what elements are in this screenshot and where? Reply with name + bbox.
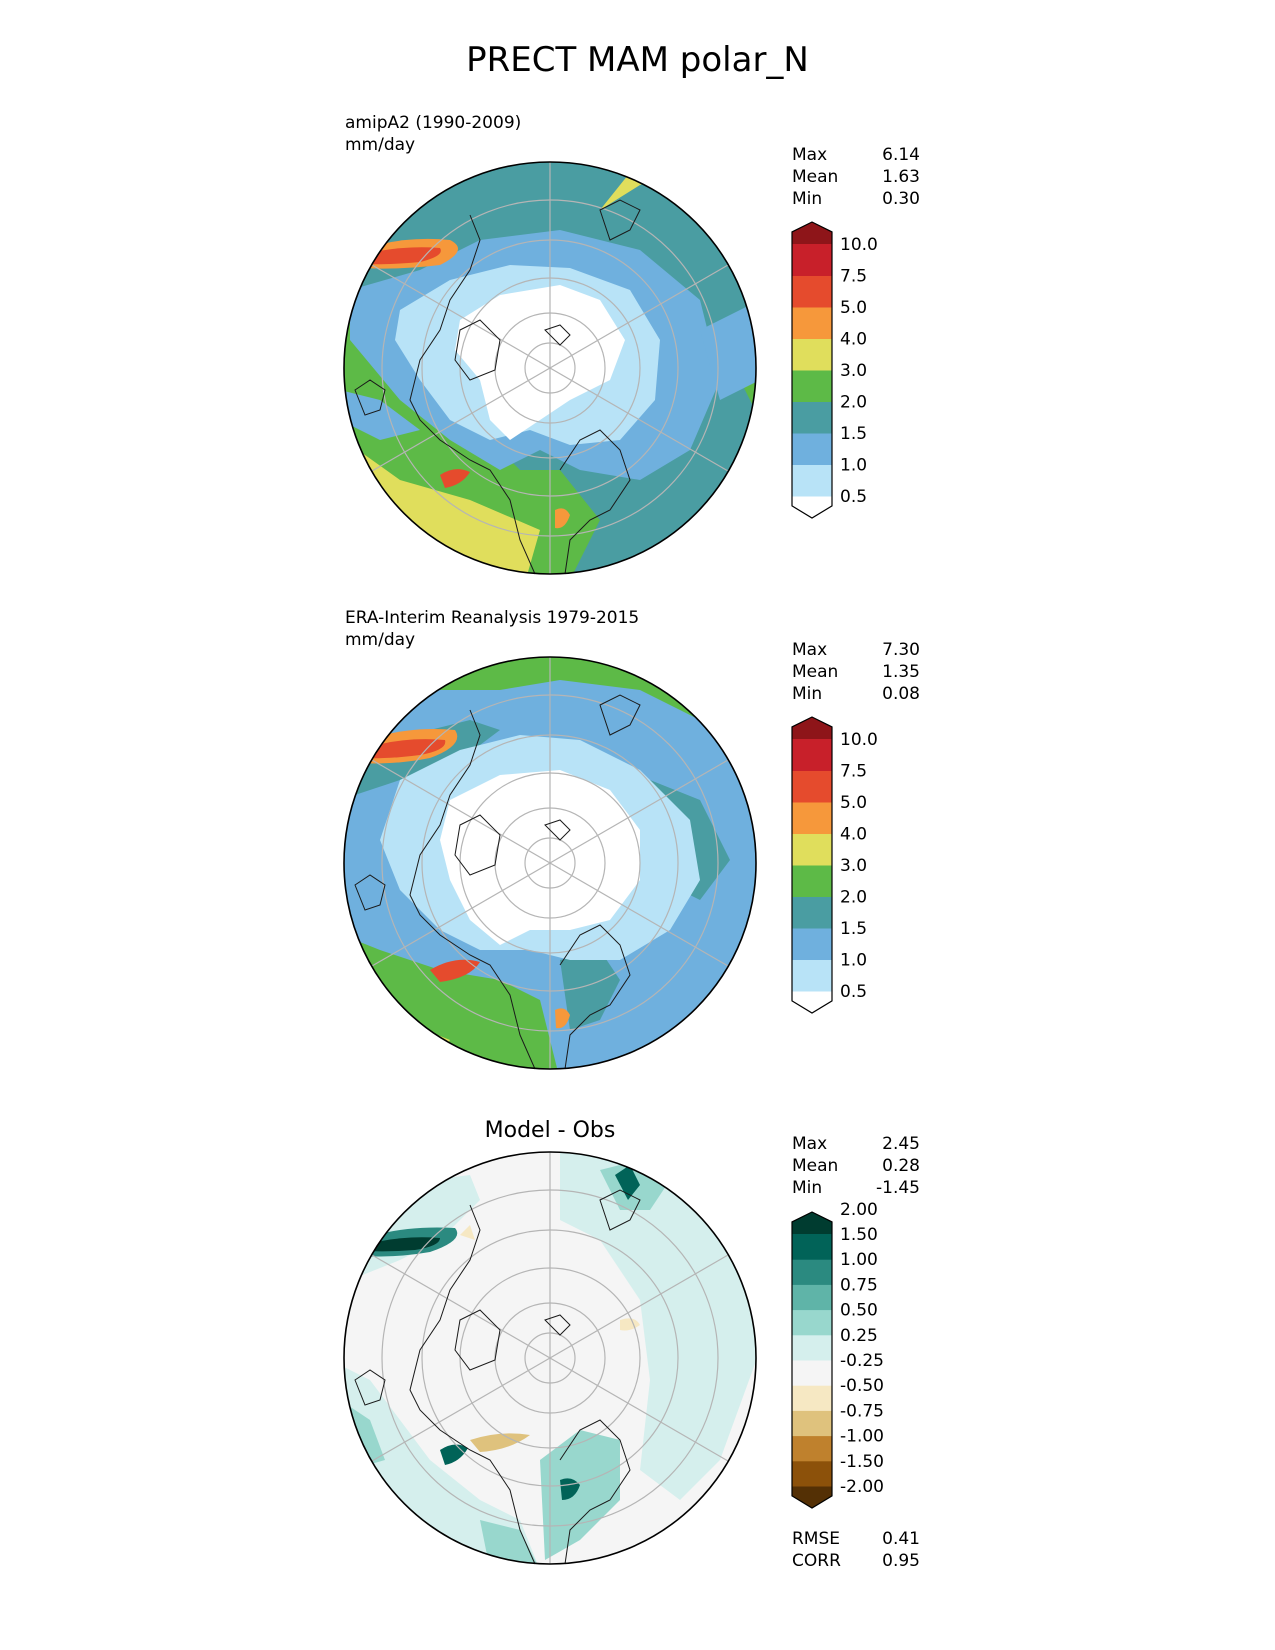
diff-metric-rmse: RMSE 0.41: [792, 1529, 920, 1549]
obs-units-label: mm/day: [345, 630, 416, 650]
colorbar-swatch: [792, 1334, 832, 1361]
colorbar-tick-label: 1.5: [840, 424, 867, 444]
figure-title: PRECT MAM polar_N: [466, 40, 809, 80]
colorbar-swatch: [792, 833, 832, 866]
colorbar-tick-label: 1.0: [840, 456, 867, 476]
model-stat-max: Max 6.14: [792, 145, 920, 165]
diff-stats: Max 2.45 Mean 0.28 Min -1.45: [792, 1133, 920, 1199]
colorbar-extend-high: [792, 222, 832, 244]
colorbar-swatch: [792, 338, 832, 371]
diff-colorbar: -2.00 -1.50 -1.00 -0.75 -0.50 -0.25 0.25 0.50 0.…: [791, 1200, 884, 1509]
colorbar-tick-label: 7.5: [840, 762, 867, 782]
colorbar-tick-label: 0.50: [840, 1301, 878, 1321]
obs-stat-max: Max 7.30: [792, 640, 920, 660]
colorbar-outline: [791, 716, 833, 1014]
colorbar-swatch: [792, 433, 832, 465]
colorbar-tick-label: 10.0: [840, 235, 878, 255]
model-run-label: amipA2 (1990-2009): [345, 113, 522, 133]
obs-run-label: ERA-Interim Reanalysis 1979-2015: [345, 608, 640, 628]
colorbar-tick-label: 3.0: [840, 361, 867, 381]
colorbar-tick-label: 10.0: [840, 730, 878, 750]
colorbar-swatch: [792, 770, 832, 803]
colorbar-tick-label: -0.75: [840, 1401, 884, 1421]
colorbar-swatch: [792, 370, 832, 402]
obs-colorbar: 0.5 1.0 1.5 2.0 3.0 4.0 5.0 7.5 10.0: [791, 716, 878, 1014]
colorbar-tick-label: -0.50: [840, 1376, 884, 1396]
diff-stat-mean: Mean 0.28: [792, 1156, 920, 1176]
obs-polar-map: [343, 656, 757, 1070]
colorbar-swatch: [792, 928, 832, 960]
model-stat-mean: Mean 1.63: [792, 167, 920, 187]
obs-stat-min: Min 0.08: [792, 684, 920, 704]
colorbar-tick-label: 2.0: [840, 393, 867, 413]
obs-stats: Max 7.30 Mean 1.35 Min 0.08: [792, 639, 920, 705]
colorbar-swatch: [792, 1234, 832, 1260]
colorbar-swatch: [792, 896, 832, 929]
colorbar-swatch: [792, 307, 832, 339]
colorbar-tick-label: 2.00: [840, 1200, 878, 1220]
diff-polar-map: [343, 1151, 757, 1565]
colorbar-tick-label: 0.5: [840, 982, 867, 1002]
colorbar-tick-label: 0.5: [840, 487, 867, 507]
colorbar-swatch: [792, 802, 832, 834]
colorbar-tick-label: 0.25: [840, 1326, 878, 1346]
colorbar-swatch: [792, 1385, 832, 1411]
colorbar-tick-label: 1.0: [840, 951, 867, 971]
colorbar-extend-high: [792, 717, 832, 739]
colorbar-extend-high: [792, 1212, 832, 1234]
model-stat-min: Min 0.30: [792, 189, 920, 209]
colorbar-swatch: [792, 1410, 832, 1437]
colorbar-swatch: [792, 275, 832, 308]
colorbar-tick-label: 2.0: [840, 888, 867, 908]
diff-stat-max: Max 2.45: [792, 1134, 920, 1154]
colorbar-tick-label: 4.0: [840, 825, 867, 845]
colorbar-swatch: [792, 244, 832, 276]
model-stats: Max 6.14 Mean 1.63 Min 0.30: [792, 144, 920, 210]
colorbar-tick-label: 1.00: [840, 1250, 878, 1270]
colorbar-extend-low: [792, 1486, 832, 1508]
colorbar-outline: [791, 1211, 833, 1509]
colorbar-outline: [791, 221, 833, 519]
diff-panel-title: Model - Obs: [484, 1118, 616, 1143]
colorbar-swatch: [792, 1284, 832, 1311]
colorbar-tick-label: 5.0: [840, 793, 867, 813]
obs-panel-label: ERA-Interim Reanalysis 1979-2015 mm/day: [345, 607, 639, 651]
colorbar-tick-label: 0.75: [840, 1275, 878, 1295]
colorbar-swatch: [792, 739, 832, 771]
colorbar-tick-label: 1.50: [840, 1225, 878, 1245]
obs-stat-mean: Mean 1.35: [792, 662, 920, 682]
model-colorbar: 0.5 1.0 1.5 2.0 3.0 4.0 5.0 7.5 10.0: [791, 221, 878, 519]
colorbar-tick-label: -1.50: [840, 1452, 884, 1472]
colorbar-extend-low: [792, 496, 832, 518]
colorbar-swatch: [792, 1360, 832, 1386]
model-units-label: mm/day: [345, 135, 416, 155]
colorbar-tick-label: -0.25: [840, 1351, 884, 1371]
colorbar-tick-label: 4.0: [840, 330, 867, 350]
colorbar-extend-low: [792, 991, 832, 1013]
colorbar-swatch: [792, 401, 832, 434]
colorbar-tick-label: -2.00: [840, 1477, 884, 1497]
colorbar-swatch: [792, 1259, 832, 1285]
model-panel-label: amipA2 (1990-2009) mm/day: [345, 112, 521, 156]
diff-stat-min: Min -1.45: [792, 1178, 920, 1198]
model-polar-map: [343, 161, 757, 575]
diff-metric-corr: CORR 0.95: [792, 1551, 920, 1571]
colorbar-swatch: [792, 865, 832, 897]
colorbar-tick-label: 1.5: [840, 919, 867, 939]
colorbar-swatch: [792, 1309, 832, 1336]
colorbar-swatch: [792, 959, 832, 992]
colorbar-tick-label: 3.0: [840, 856, 867, 876]
colorbar-tick-label: 7.5: [840, 267, 867, 287]
colorbar-tick-label: -1.00: [840, 1427, 884, 1447]
diff-metrics: RMSE 0.41 CORR 0.95: [792, 1528, 920, 1572]
colorbar-swatch: [792, 464, 832, 497]
colorbar-tick-label: 5.0: [840, 298, 867, 318]
colorbar-swatch: [792, 1460, 832, 1487]
colorbar-swatch: [792, 1435, 832, 1462]
